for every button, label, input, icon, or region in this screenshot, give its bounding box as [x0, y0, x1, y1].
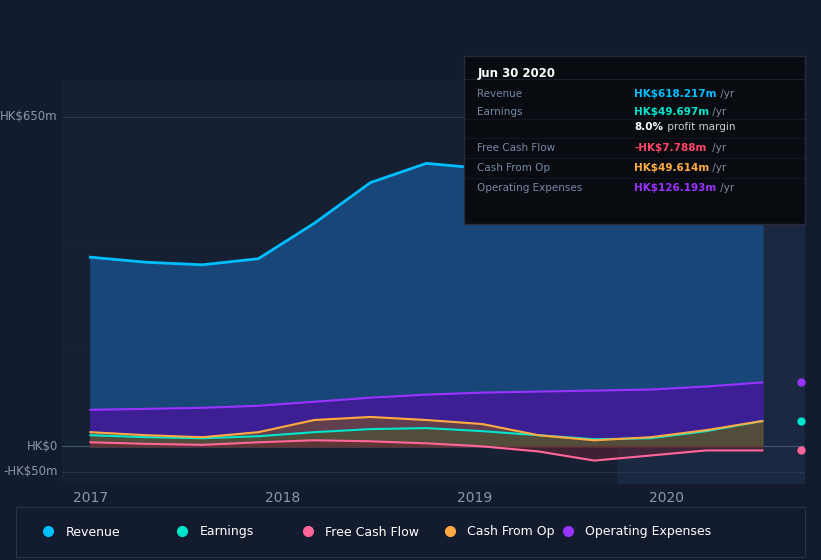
Text: /yr: /yr — [709, 108, 727, 117]
Bar — [618, 81, 805, 484]
Text: HK$0: HK$0 — [26, 440, 57, 453]
Text: HK$49.697m: HK$49.697m — [635, 108, 709, 117]
Text: HK$618.217m: HK$618.217m — [635, 89, 717, 99]
Text: /yr: /yr — [709, 143, 727, 152]
Text: -HK$50m: -HK$50m — [3, 465, 57, 478]
Text: Jun 30 2020: Jun 30 2020 — [478, 67, 556, 80]
Text: /yr: /yr — [709, 163, 727, 172]
Text: Revenue: Revenue — [478, 89, 523, 99]
Text: Earnings: Earnings — [200, 525, 254, 539]
Text: profit margin: profit margin — [664, 123, 736, 132]
Text: Earnings: Earnings — [478, 108, 523, 117]
Text: Cash From Op: Cash From Op — [467, 525, 555, 539]
Text: Revenue: Revenue — [66, 525, 120, 539]
Text: Operating Expenses: Operating Expenses — [585, 525, 712, 539]
Text: /yr: /yr — [717, 89, 734, 99]
Text: 8.0%: 8.0% — [635, 123, 663, 132]
Text: Free Cash Flow: Free Cash Flow — [478, 143, 556, 152]
Text: /yr: /yr — [717, 183, 734, 193]
Text: HK$49.614m: HK$49.614m — [635, 163, 709, 172]
Text: Cash From Op: Cash From Op — [478, 163, 551, 172]
Text: Operating Expenses: Operating Expenses — [478, 183, 583, 193]
Text: HK$650m: HK$650m — [0, 110, 57, 123]
Text: -HK$7.788m: -HK$7.788m — [635, 143, 707, 152]
Text: HK$126.193m: HK$126.193m — [635, 183, 717, 193]
Text: Free Cash Flow: Free Cash Flow — [325, 525, 420, 539]
